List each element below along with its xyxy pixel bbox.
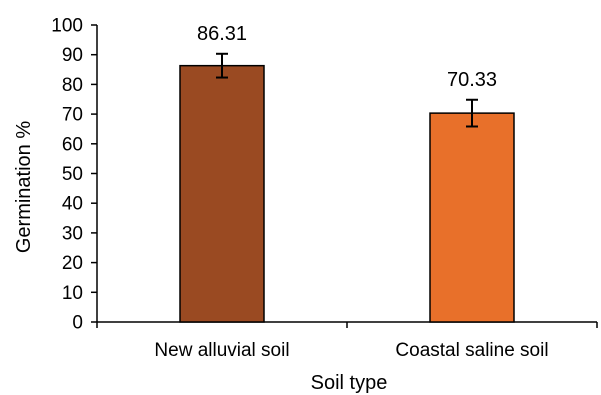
y-tick-label: 60 xyxy=(62,134,83,155)
y-tick-label: 70 xyxy=(62,105,83,126)
y-tick-label: 90 xyxy=(62,45,83,66)
category-labels: New alluvial soil Coastal saline soil xyxy=(154,340,548,361)
y-tick-label: 10 xyxy=(62,283,83,304)
category-label: Coastal saline soil xyxy=(395,340,548,361)
y-tick-label: 40 xyxy=(62,194,83,215)
bar xyxy=(429,112,515,323)
y-axis: 0 10 20 30 40 50 60 70 80 90 100 xyxy=(51,16,98,334)
y-tick-label: 80 xyxy=(62,75,83,96)
y-tick-label: 100 xyxy=(51,16,83,37)
category-label: New alluvial soil xyxy=(154,340,289,361)
y-axis-title: Germination % xyxy=(13,121,35,253)
data-labels: 86.31 70.33 xyxy=(197,23,497,91)
y-tick-label: 20 xyxy=(62,253,83,274)
data-label: 70.33 xyxy=(447,69,497,91)
data-label: 86.31 xyxy=(197,23,247,45)
y-tick-label: 30 xyxy=(62,223,83,244)
y-tick-label: 0 xyxy=(72,313,83,334)
x-axis xyxy=(96,321,598,328)
bars xyxy=(179,64,515,323)
bar xyxy=(179,64,265,323)
x-axis-title: Soil type xyxy=(311,372,388,394)
y-tick-label: 50 xyxy=(62,164,83,185)
error-bars xyxy=(216,52,478,128)
